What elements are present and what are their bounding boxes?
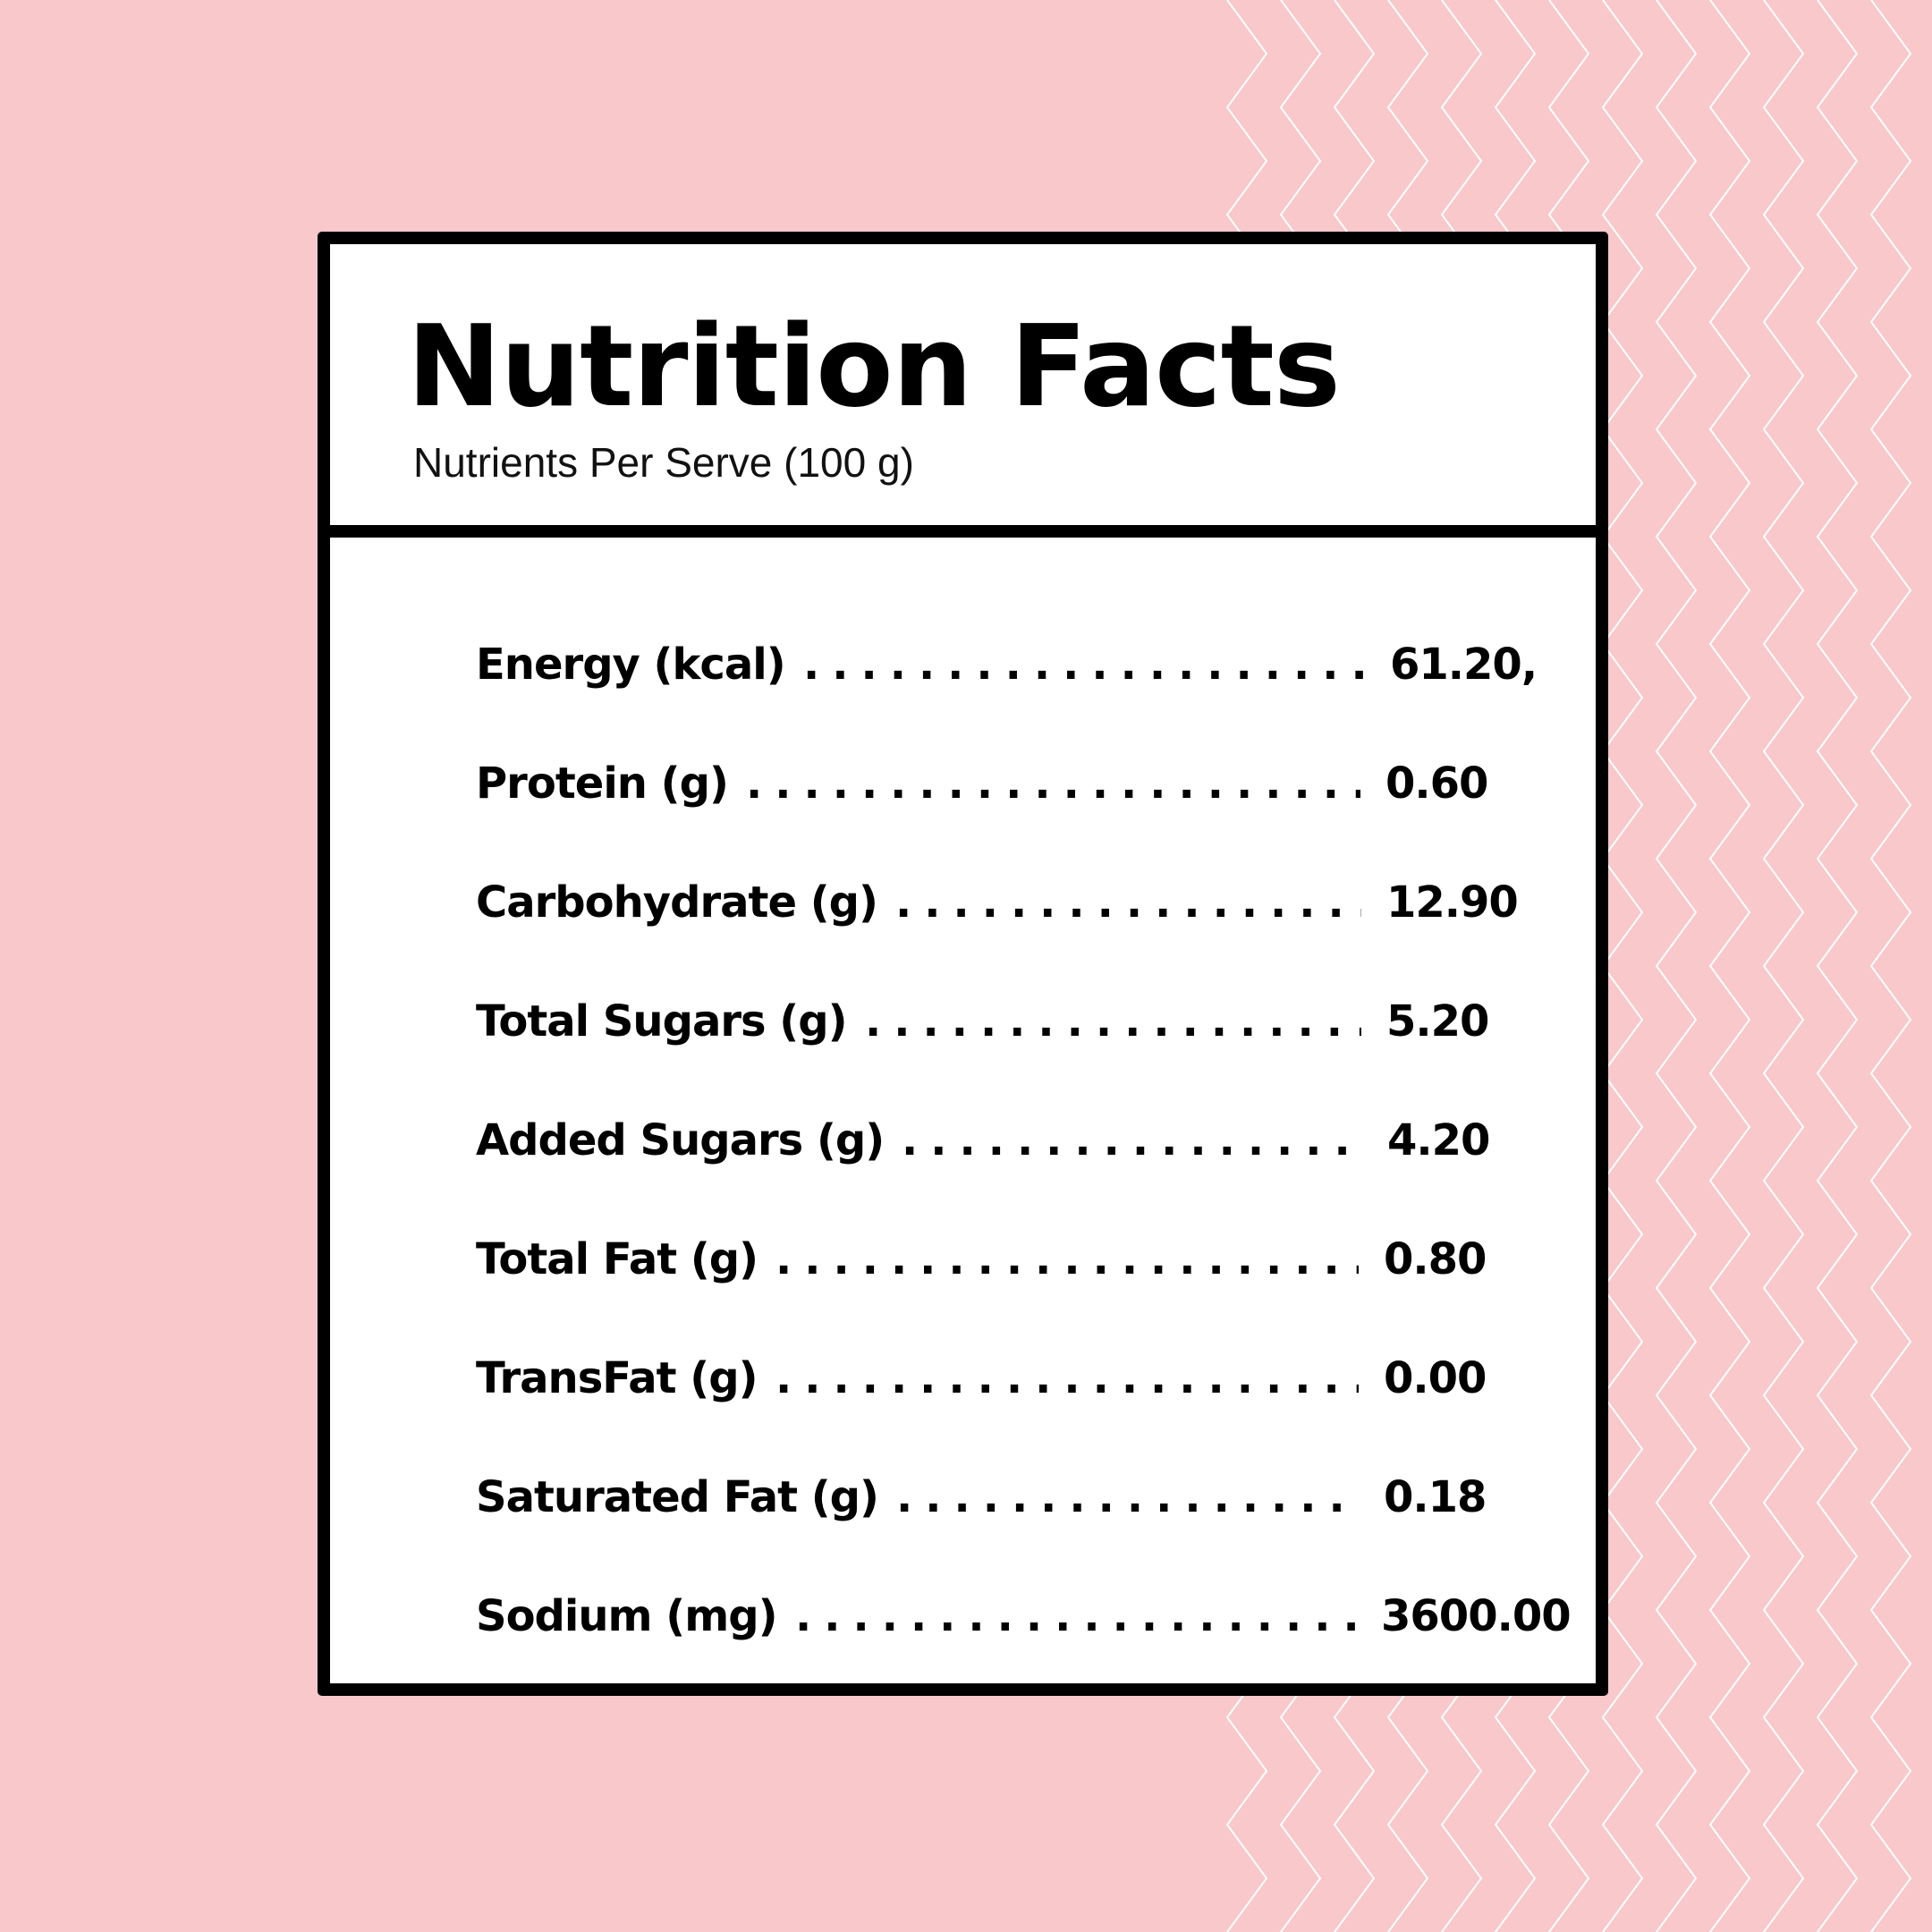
nutrient-label: Protein (g): [476, 758, 729, 809]
nutrient-row-added-sugars: Added Sugars (g) .......................…: [330, 1112, 1596, 1169]
nutrient-label: Carbohydrate (g): [476, 877, 878, 928]
zigzag-line: [1655, 0, 1698, 1932]
nutrient-value: 3600.00: [1381, 1591, 1572, 1641]
nutrition-facts-card: Nutrition Facts Nutrients Per Serve (100…: [318, 232, 1608, 1696]
nutrient-value: 5.20: [1386, 996, 1489, 1046]
dot-leader: ..............................: [865, 996, 1361, 1046]
nutrient-label: Sodium (mg): [476, 1591, 778, 1641]
serving-size-subtitle: Nutrients Per Serve (100 g): [413, 439, 914, 486]
nutrient-row-total-sugars: Total Sugars (g) .......................…: [330, 993, 1596, 1050]
nutrient-value: 0.60: [1385, 758, 1488, 809]
nutrient-row-total-fat: Total Fat (g) ..........................…: [330, 1231, 1596, 1288]
nutrition-title: Nutrition Facts: [407, 301, 1341, 432]
nutrient-value: 61.20,: [1390, 640, 1538, 690]
nutrient-label: Saturated Fat (g): [476, 1472, 879, 1522]
nutrient-row-trans-fat: TransFat (g) ...........................…: [330, 1350, 1596, 1407]
zigzag-line: [1708, 0, 1751, 1932]
dot-leader: ............................: [895, 877, 1361, 928]
dot-leader: ..................................: [795, 1591, 1356, 1641]
zigzag-line: [1816, 0, 1859, 1932]
nutrient-value: 0.80: [1384, 1234, 1487, 1284]
nutrient-value: 4.20: [1387, 1115, 1490, 1165]
zigzag-line: [1762, 0, 1805, 1932]
nutrient-list: Energy (kcal) ..........................…: [330, 244, 1596, 1683]
zigzag-line: [1869, 0, 1912, 1932]
dot-leader: ............................: [896, 1472, 1359, 1522]
nutrition-header: Nutrition Facts Nutrients Per Serve (100…: [330, 244, 1596, 538]
dot-leader: ....................................: [775, 1353, 1359, 1403]
nutrient-row-saturated-fat: Saturated Fat (g) ......................…: [330, 1469, 1596, 1526]
nutrient-row-sodium: Sodium (mg) ............................…: [330, 1588, 1596, 1645]
nutrient-value: 12.90: [1386, 877, 1519, 928]
nutrient-label: Energy (kcal): [476, 640, 786, 690]
nutrient-value: 0.18: [1384, 1472, 1487, 1522]
dot-leader: ......................................: [746, 758, 1360, 809]
dot-leader: ............................: [902, 1115, 1362, 1165]
nutrient-label: Total Fat (g): [476, 1234, 758, 1284]
nutrient-row-carbohydrate: Carbohydrate (g) .......................…: [330, 874, 1596, 931]
nutrient-row-protein: Protein (g) ............................…: [330, 755, 1596, 812]
nutrient-row-energy: Energy (kcal) ..........................…: [330, 636, 1596, 693]
dot-leader: ....................................: [775, 1234, 1359, 1284]
dot-leader: ..................................: [803, 640, 1365, 690]
nutrient-label: TransFat (g): [476, 1353, 758, 1403]
zigzag-line: [1601, 0, 1644, 1932]
nutrient-label: Total Sugars (g): [476, 996, 848, 1046]
nutrient-label: Added Sugars (g): [476, 1115, 885, 1165]
nutrient-value: 0.00: [1384, 1353, 1487, 1403]
